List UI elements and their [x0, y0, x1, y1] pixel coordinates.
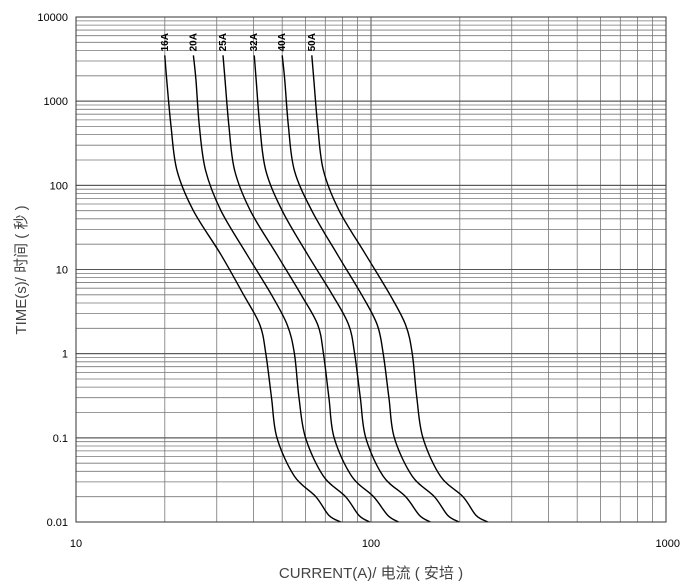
series-labels: 16A 20A 25A 32A 40A 50A — [160, 33, 318, 51]
y-tick-label: 0.1 — [53, 433, 68, 445]
y-tick-label: 10000 — [37, 12, 68, 24]
y-tick-label: 0.01 — [47, 517, 68, 529]
chart-series — [164, 55, 489, 523]
x-axis-label: CURRENT(A)/ 电流 ( 安培 ) — [279, 565, 463, 582]
plot-frame — [75, 16, 667, 523]
series-curve-20A — [192, 55, 371, 523]
y-axis-label: TIME(s)/ 时间 ( 秒 ) — [13, 205, 30, 334]
x-tick-label: 100 — [362, 538, 380, 550]
y-tick-label: 100 — [50, 180, 68, 192]
y-tick-label: 1 — [62, 349, 68, 361]
series-label-40A: 40A — [277, 33, 288, 51]
y-tick-label: 1000 — [44, 96, 68, 108]
x-tick-labels: 10 100 1000 — [70, 538, 680, 550]
series-label-32A: 32A — [249, 33, 260, 51]
series-label-20A: 20A — [188, 33, 199, 51]
x-tick-label: 1000 — [656, 538, 680, 550]
x-tick-label: 10 — [70, 538, 82, 550]
series-curve-40A — [281, 55, 460, 523]
series-curve-32A — [253, 55, 431, 523]
chart-grid — [75, 16, 667, 523]
series-label-50A: 50A — [307, 33, 318, 51]
series-curve-25A — [222, 55, 399, 523]
y-tick-label: 10 — [56, 265, 68, 277]
series-label-16A: 16A — [160, 33, 171, 51]
series-label-25A: 25A — [218, 33, 229, 51]
y-tick-labels: 0.01 0.1 1 10 100 1000 10000 — [37, 12, 68, 529]
series-curve-16A — [164, 55, 342, 523]
series-curve-50A — [311, 55, 489, 523]
